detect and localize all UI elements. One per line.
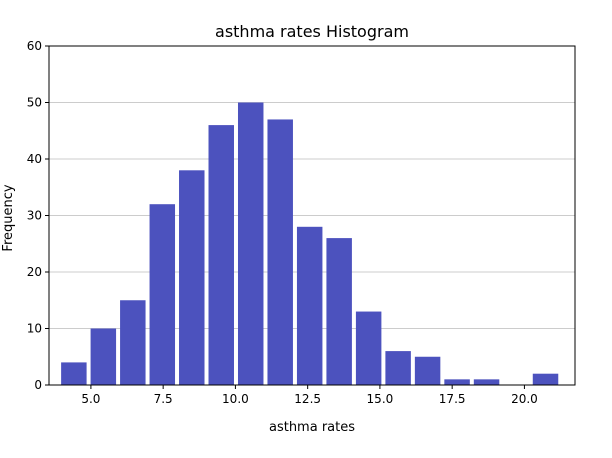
histogram-bar-14 [473, 379, 500, 385]
histogram-bar-7 [267, 119, 293, 385]
histogram-bar-12 [414, 356, 441, 385]
axis-ticks: 0 10 20 30 40 50 60 5.0 7.5 10.0 12.5 15.0 17.5 20.0 [27, 39, 538, 406]
plot-frame [48, 45, 576, 386]
y-tick-label-5: 50 [27, 96, 42, 110]
histogram-bar-6 [237, 102, 264, 385]
y-tick-label-6: 60 [27, 39, 42, 53]
y-tick-label-1: 10 [27, 322, 42, 336]
x-tick-label-1: 7.5 [154, 392, 173, 406]
x-tick-label-5: 17.5 [439, 392, 466, 406]
histogram-bar-0 [61, 362, 87, 385]
histogram-bar-5 [208, 125, 234, 385]
x-tick-label-6: 20.0 [511, 392, 538, 406]
x-tick-label-0: 5.0 [81, 392, 100, 406]
histogram-bar-8 [296, 226, 323, 385]
histogram-bar-16 [532, 373, 559, 385]
histogram-bar-1 [90, 328, 117, 385]
histogram-bar-4 [179, 170, 205, 385]
y-tick-label-4: 40 [27, 152, 42, 166]
y-axis-label: Frequency [1, 184, 16, 251]
histogram-bar-3 [149, 204, 176, 385]
y-tick-label-3: 30 [27, 209, 42, 223]
x-tick-label-3: 12.5 [294, 392, 321, 406]
histogram-bar-10 [355, 311, 382, 385]
histogram-bar-13 [444, 379, 470, 385]
x-tick-label-4: 15.0 [367, 392, 394, 406]
histogram-bars [61, 102, 559, 385]
x-tick-label-2: 10.0 [222, 392, 249, 406]
chart-title: asthma rates Histogram [215, 22, 409, 41]
histogram-bar-9 [326, 238, 352, 385]
histogram-bar-11 [385, 351, 411, 385]
y-tick-label-2: 20 [27, 265, 42, 279]
x-axis-label: asthma rates [269, 420, 355, 435]
y-tick-label-0: 0 [34, 378, 42, 392]
histogram-bar-2 [120, 300, 146, 385]
